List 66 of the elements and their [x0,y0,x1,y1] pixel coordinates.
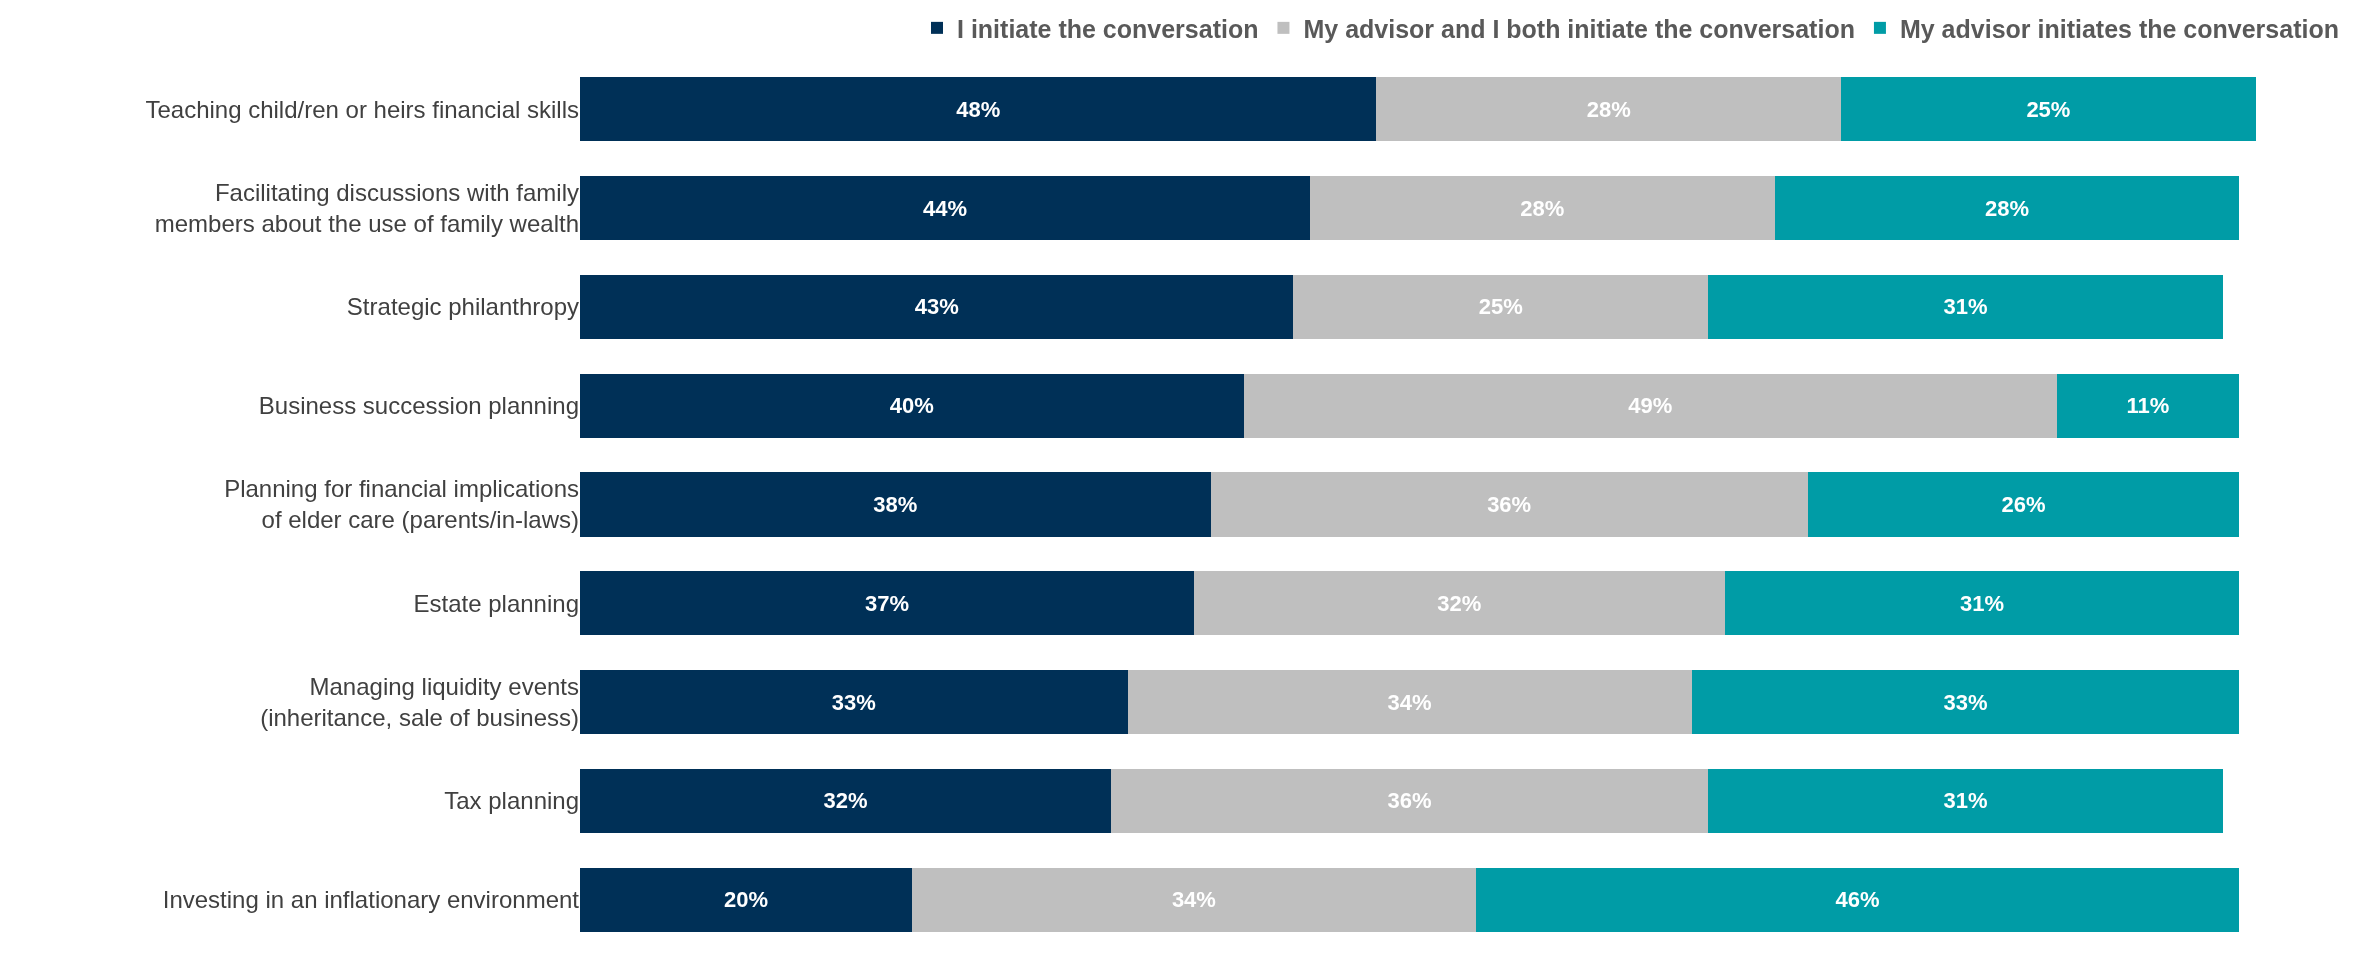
y-tick-label: Strategic philanthropy [346,293,579,321]
bar [1293,274,1709,340]
bar [580,768,1111,833]
bar [1724,571,2240,636]
data-label: 33% [831,689,876,715]
bar [1841,77,2256,142]
bar [580,77,1377,142]
data-label: 32% [1437,590,1482,616]
y-tick-label: Managing liquidity events (inheritance, sale of business) [260,672,579,732]
data-label: 31% [1960,590,2005,616]
data-label: 34% [1171,887,1216,913]
bar [1708,768,2223,833]
data-label: 20% [723,887,768,913]
data-label: 31% [1943,294,1988,320]
bar [580,176,1311,241]
bar [1310,176,1775,241]
data-label: 33% [1943,689,1988,715]
bar [911,867,1476,932]
bar [580,472,1211,537]
y-tick-label: Tax planning [444,787,579,815]
bar [1243,373,2057,438]
data-label: 25% [2026,96,2071,122]
data-label: 34% [1387,689,1432,715]
bar [1475,867,2240,932]
data-label: 26% [2001,492,2046,517]
data-label: 32% [823,788,868,814]
bar [1110,768,1709,833]
data-label: 28% [1586,96,1631,122]
y-tick-label: Investing in an inflationary environment [162,886,580,914]
data-label: 36% [1387,788,1432,814]
bar [1127,669,1692,735]
bar [580,274,1294,340]
data-label: 36% [1487,492,1532,517]
legend-label: My advisor initiates the conversation [1899,14,2339,43]
data-label: 38% [873,492,918,517]
data-label: 46% [1835,887,1880,913]
bar [1708,274,2223,340]
y-tick-label: Business succession planning [258,392,579,420]
bar [1210,472,1808,537]
bar [580,571,1194,636]
data-label: 37% [864,590,909,616]
bar [580,373,1244,438]
bar [1774,176,2240,241]
data-label: 44% [923,195,968,221]
bar [2056,373,2240,438]
data-label: 49% [1628,393,1673,419]
data-label: 28% [1984,195,2029,221]
data-label: 48% [956,96,1001,122]
data-label: 28% [1520,195,1565,221]
bar [580,867,912,932]
y-tick-label: Planning for financial implications of elder care (parents/in-laws) [224,475,579,534]
data-label: 31% [1943,788,1988,814]
data-label: 11% [2126,393,2170,419]
bar [1691,669,2240,735]
legend-label: My advisor and I both initiate the conversation [1303,14,1855,43]
bar [580,669,1128,735]
bar [1376,77,1841,142]
data-label: 43% [914,294,959,320]
data-label: 40% [889,393,934,419]
data-label: 25% [1478,294,1523,320]
legend-label: I initiate the conversation [957,14,1259,43]
y-tick-label: Estate planning [413,589,579,617]
y-tick-label: Facilitating discussions with family members about the use of family wealth [154,178,579,238]
bar [1193,571,1725,636]
y-tick-label: Teaching child/ren or heirs financial skills [145,95,579,123]
bar [1807,472,2240,537]
